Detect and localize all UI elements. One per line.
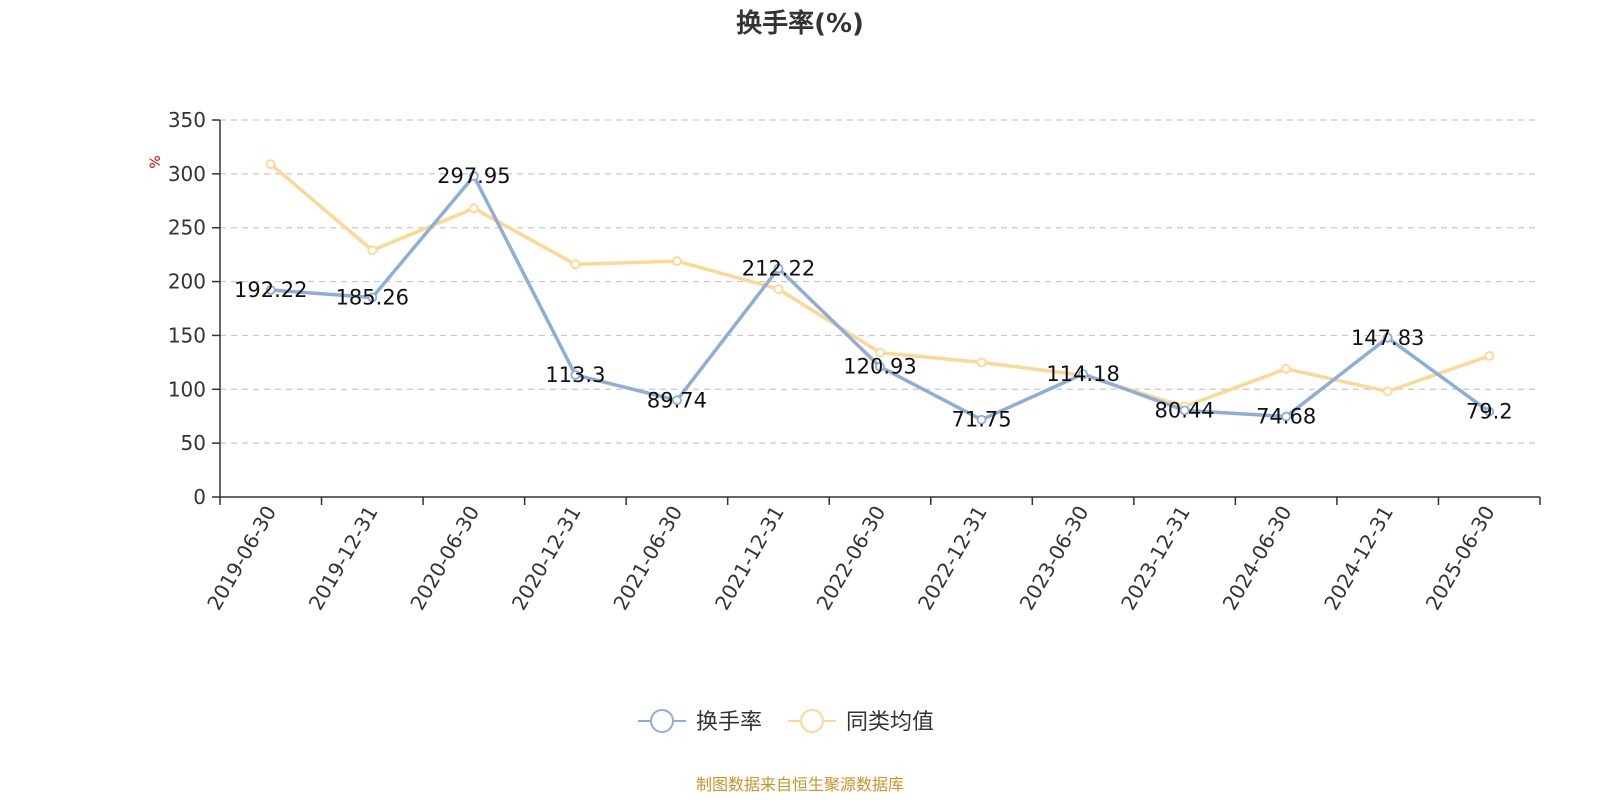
y-tick-label: 100: [168, 377, 206, 401]
data-label: 74.68: [1256, 405, 1316, 429]
data-point: [468, 203, 479, 214]
x-tick-label: 2023-06-30: [1015, 502, 1094, 615]
data-point: [875, 361, 885, 372]
legend-marker: [800, 709, 824, 733]
y-tick-label: 0: [193, 485, 206, 509]
x-tick-label: 2020-12-31: [507, 502, 586, 615]
data-label: 79.2: [1466, 400, 1513, 424]
data-point: [468, 171, 479, 181]
data-point: [976, 414, 987, 425]
data-label: 80.44: [1155, 398, 1215, 422]
x-tick-label: 2022-12-31: [913, 502, 992, 615]
x-tick-label: 2025-06-30: [1421, 502, 1500, 615]
data-label: 113.3: [545, 363, 605, 387]
data-label: 192.22: [234, 278, 307, 302]
x-tick-label: 2019-06-30: [202, 502, 281, 615]
data-label: 297.95: [437, 164, 510, 188]
data-point: [672, 395, 682, 406]
x-tick-label: 2022-06-30: [811, 502, 890, 615]
data-point: [570, 370, 581, 380]
data-label: 89.74: [647, 388, 707, 412]
legend-item-turnover-rate: 换手率: [638, 709, 762, 735]
x-tick-label: 2021-12-31: [710, 502, 789, 615]
x-tick-label: 2020-06-30: [405, 502, 484, 615]
data-point: [1484, 406, 1495, 417]
x-tick-label: 2019-12-31: [304, 502, 383, 615]
series-lines: [265, 159, 1495, 425]
data-point: [1179, 405, 1190, 416]
chart-title: 换手率(%): [736, 8, 864, 39]
legend-label: 同类均值: [846, 710, 934, 735]
data-point: [1281, 411, 1292, 422]
data-point: [672, 256, 682, 267]
data-point: [976, 357, 987, 368]
x-tick-label: 2024-06-30: [1218, 502, 1297, 615]
data-point: [773, 284, 784, 295]
data-label: 120.93: [843, 355, 916, 379]
x-tick-label: 2023-12-31: [1116, 502, 1195, 615]
y-tick-label: 250: [168, 216, 206, 240]
data-point: [1382, 386, 1393, 397]
data-point: [875, 347, 885, 358]
data-point: [367, 292, 378, 303]
y-tick-label: 50: [181, 431, 206, 455]
source-note: 制图数据来自恒生聚源数据库: [696, 775, 904, 794]
data-label: 185.26: [336, 285, 409, 309]
x-tick-label: 2024-12-31: [1319, 502, 1398, 615]
x-tick-label: 2021-06-30: [608, 502, 687, 615]
legend-label: 换手率: [696, 710, 762, 735]
series-line: [269, 174, 1491, 422]
data-point: [570, 259, 581, 270]
data-label: 114.18: [1046, 362, 1119, 386]
data-point: [367, 245, 378, 256]
data-label: 147.83: [1351, 326, 1424, 350]
y-tick-label: 150: [168, 323, 206, 347]
y-axis-unit: %: [148, 155, 164, 168]
legend-item-peer-average: 同类均值: [788, 709, 934, 735]
data-point: [1382, 332, 1393, 343]
grid-lines: [220, 119, 1540, 444]
data-label: 212.22: [742, 256, 815, 280]
data-point: [1281, 363, 1292, 374]
y-tick-label: 350: [168, 108, 206, 132]
data-point: [773, 263, 784, 274]
data-point: [265, 159, 276, 170]
series-turnover-rate: [265, 171, 1495, 425]
y-tick-label: 200: [168, 270, 206, 294]
data-point: [1484, 350, 1495, 361]
data-label: 71.75: [951, 408, 1011, 432]
y-tick-label: 300: [168, 162, 206, 186]
legend-marker: [650, 709, 674, 733]
data-labels: 192.22 185.26 297.95 113.3 89.74 212.22 120.93…: [234, 164, 1513, 432]
data-point: [1078, 369, 1088, 379]
data-point: [265, 285, 276, 295]
legend: 换手率 同类均值: [638, 709, 934, 735]
